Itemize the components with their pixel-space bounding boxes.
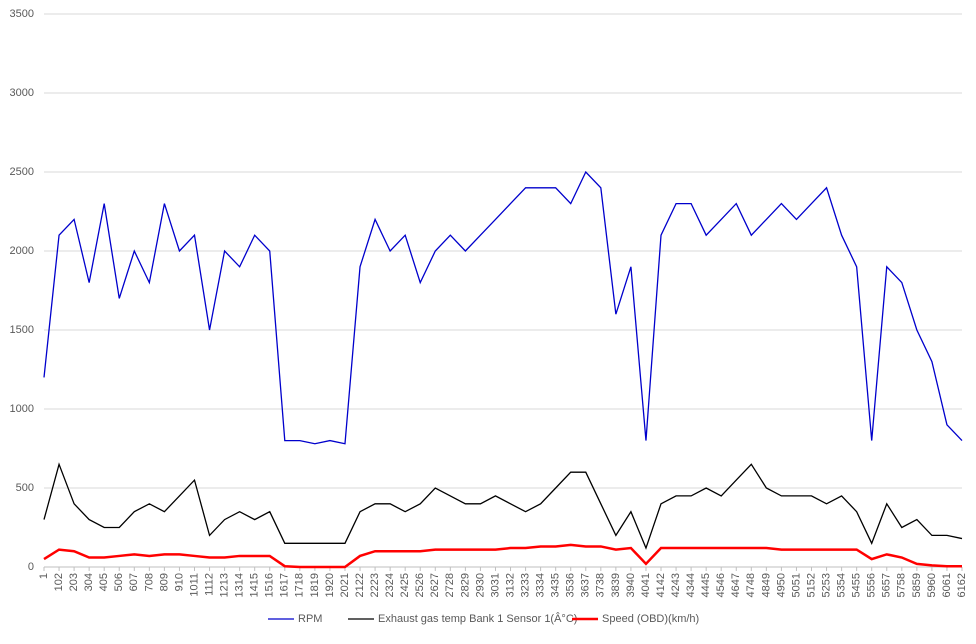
x-tick-label: 4344 [685, 573, 697, 597]
series-line [43, 543, 962, 569]
x-tick-label: 607 [128, 573, 140, 591]
x-tick-label: 3233 [519, 573, 531, 597]
x-tick-label: 1415 [249, 573, 261, 597]
x-tick-label: 4041 [640, 573, 652, 597]
y-tick-label: 2500 [10, 166, 34, 178]
x-tick-label: 2122 [354, 573, 366, 597]
x-tick-label: 5051 [790, 573, 802, 597]
x-tick-label: 1819 [309, 573, 321, 597]
y-tick-label: 3500 [10, 8, 34, 20]
x-tick-label: 3940 [625, 573, 637, 597]
x-tick-label: 3334 [535, 573, 547, 597]
x-tick-label: 5758 [896, 573, 908, 597]
x-tick-label: 2728 [444, 573, 456, 597]
series-line [43, 170, 963, 445]
x-tick-label: 2526 [414, 573, 426, 597]
x-tick-label: 3132 [504, 573, 516, 597]
x-tick-label: 3536 [565, 573, 577, 597]
x-tick-label: 2021 [339, 573, 351, 597]
x-tick-label: 5657 [881, 573, 893, 597]
y-tick-label: 1000 [10, 403, 34, 415]
x-tick-label: 5152 [805, 573, 817, 597]
x-tick-label: 809 [158, 573, 170, 591]
y-tick-label: 2000 [10, 245, 34, 257]
x-tick-label: 102 [53, 573, 65, 591]
x-tick-label: 1011 [188, 573, 200, 597]
y-tick-label: 0 [28, 561, 34, 573]
x-tick-label: 1920 [324, 573, 336, 597]
x-tick-label: 2829 [459, 573, 471, 597]
x-tick-label: 3637 [580, 573, 592, 597]
x-tick-label: 6162 [956, 573, 968, 597]
x-tick-label: 4849 [760, 573, 772, 597]
x-tick-label: 304 [83, 573, 95, 591]
legend-label: Exhaust gas temp Bank 1 Sensor 1(Â°C) [378, 612, 577, 625]
x-tick-label: 5859 [911, 573, 923, 597]
x-tick-label: 4445 [700, 573, 712, 597]
x-tick-label: 2223 [369, 573, 381, 597]
x-tick-label: 2930 [474, 573, 486, 597]
x-tick-label: 203 [68, 573, 80, 591]
y-tick-label: 1500 [10, 324, 34, 336]
x-tick-label: 4748 [745, 573, 757, 597]
x-tick-label: 405 [98, 573, 110, 591]
x-tick-label: 1 [38, 573, 50, 579]
x-tick-label: 3031 [489, 573, 501, 597]
x-tick-label: 910 [173, 573, 185, 591]
series-line [43, 462, 963, 550]
x-tick-label: 4243 [670, 573, 682, 597]
x-tick-label: 3435 [550, 573, 562, 597]
x-tick-label: 4950 [775, 573, 787, 597]
x-tick-label: 6061 [941, 573, 953, 597]
x-tick-label: 3738 [595, 573, 607, 597]
x-tick-label: 1617 [279, 573, 291, 597]
x-tick-label: 4142 [655, 573, 667, 597]
x-tick-label: 5455 [851, 573, 863, 597]
x-tick-label: 2627 [429, 573, 441, 597]
x-tick-label: 5354 [836, 573, 848, 597]
y-tick-label: 3000 [10, 87, 34, 99]
x-tick-label: 5556 [866, 573, 878, 597]
x-tick-label: 1213 [218, 573, 230, 597]
x-tick-label: 4647 [730, 573, 742, 597]
x-tick-label: 5960 [926, 573, 938, 597]
y-tick-label: 500 [16, 482, 34, 494]
legend-label: RPM [298, 613, 322, 625]
x-tick-label: 1718 [294, 573, 306, 597]
x-tick-label: 506 [113, 573, 125, 591]
x-tick-label: 1112 [203, 573, 215, 596]
x-tick-label: 3839 [610, 573, 622, 597]
x-tick-label: 2324 [384, 573, 396, 597]
x-tick-label: 2425 [399, 573, 411, 597]
x-tick-label: 5253 [820, 573, 832, 597]
x-tick-label: 4546 [715, 573, 727, 597]
legend-label: Speed (OBD)(km/h) [602, 613, 699, 625]
x-tick-label: 1516 [264, 573, 276, 597]
x-tick-label: 1314 [234, 573, 246, 597]
x-tick-label: 708 [143, 573, 155, 591]
